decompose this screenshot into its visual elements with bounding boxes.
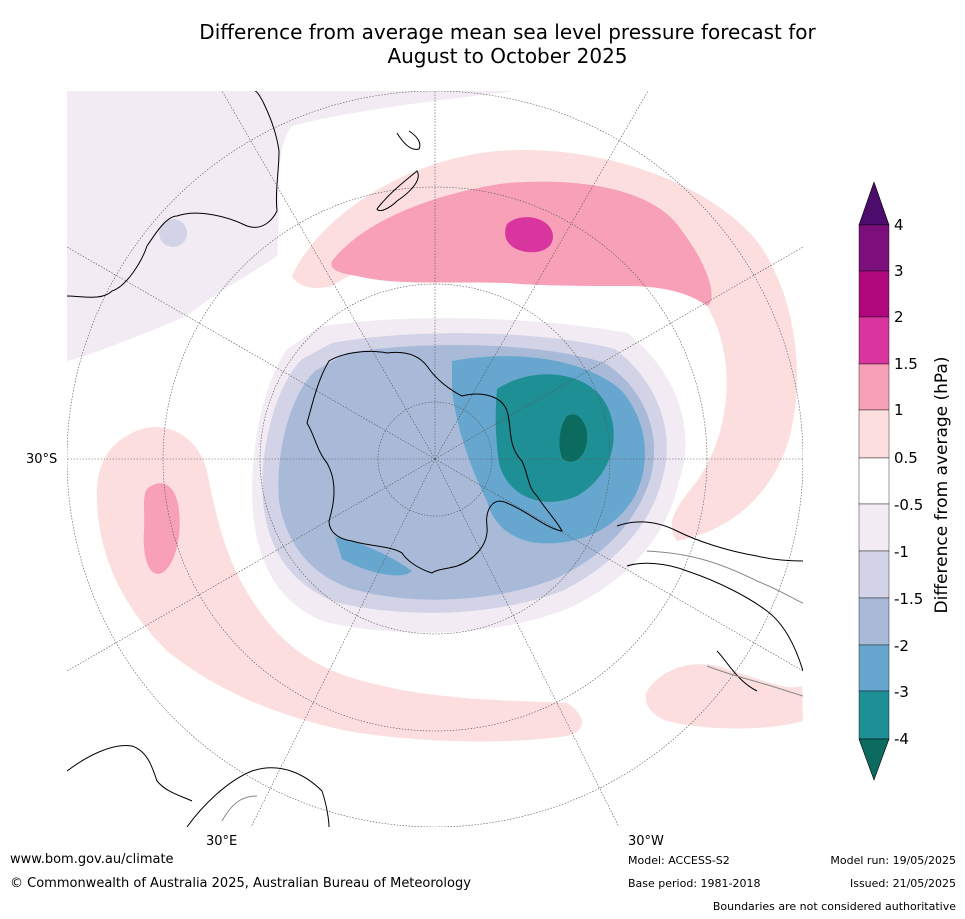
south-america-coast <box>616 521 803 692</box>
colorbar-tick: 1 <box>894 401 904 419</box>
colorbar-band-1.5-2 <box>858 316 890 365</box>
colorbar-band-neutral <box>858 457 890 505</box>
lon-label-30e: 30°E <box>206 834 238 849</box>
anomaly-lilac-small <box>159 219 187 247</box>
pressure-anomaly-map <box>67 91 803 827</box>
africa-coast <box>67 745 330 827</box>
colorbar <box>858 182 890 781</box>
country-borders <box>221 550 803 822</box>
colorbar-band-m3-m4 <box>858 690 890 740</box>
new-zealand-coast <box>376 130 421 212</box>
colorbar-band-m1-m1.5 <box>858 550 890 599</box>
anomaly-dark-teal <box>559 414 588 462</box>
lon-label-30w: 30°W <box>628 834 664 849</box>
issued-date: Issued: 21/05/2025 <box>849 877 956 890</box>
colorbar-tick: 4 <box>894 216 904 234</box>
colorbar-band-3-4 <box>858 224 890 272</box>
base-period: Base period: 1981-2018 <box>628 877 761 890</box>
graticule <box>67 91 803 827</box>
coastlines <box>67 91 803 827</box>
colorbar-title: Difference from average (hPa) <box>932 356 952 614</box>
colorbar-over-arrow <box>858 182 890 226</box>
colorbar-tick: 0.5 <box>894 449 918 467</box>
boundary-disclaimer: Boundaries are not considered authoritat… <box>712 900 956 913</box>
colorbar-tick: -2 <box>894 637 909 655</box>
anomaly-light-lavender-north <box>67 91 517 361</box>
anomaly-mid-blue-south <box>335 537 412 576</box>
lat-label-30s: 30°S <box>26 452 58 467</box>
anomaly-magenta <box>505 217 553 253</box>
anomaly-pink-west <box>143 483 180 574</box>
anomaly-pale-pink-west <box>96 427 582 742</box>
model-name: Model: ACCESS-S2 <box>628 854 730 867</box>
colorbar-band-m2-m3 <box>858 644 890 692</box>
colorbar-band-1-1.5 <box>858 363 890 411</box>
colorbar-tick: 3 <box>894 262 904 280</box>
colorbar-tick: -3 <box>894 683 909 701</box>
australia-coast <box>67 91 280 298</box>
anomaly-pale-pink-southeast <box>645 664 803 729</box>
colorbar-tick: -4 <box>894 730 909 748</box>
colorbar-band-2-3 <box>858 270 890 318</box>
colorbar-tick: 1.5 <box>894 355 918 373</box>
antarctica-coast <box>306 350 563 574</box>
chart-title: Difference from average mean sea level p… <box>100 20 915 68</box>
colorbar-tick: -1.5 <box>894 590 924 608</box>
colorbar-band-m0.5-m1 <box>858 503 890 552</box>
website-link[interactable]: www.bom.gov.au/climate <box>10 852 174 867</box>
colorbar-tick: -0.5 <box>894 496 924 514</box>
colorbar-under-arrow <box>858 738 890 781</box>
colorbar-band-0.5-1 <box>858 409 890 459</box>
model-run-date: Model run: 19/05/2025 <box>830 854 956 867</box>
colorbar-tick: 2 <box>894 308 904 326</box>
copyright-text: © Commonwealth of Australia 2025, Austra… <box>10 876 471 891</box>
colorbar-tick: -1 <box>894 543 909 561</box>
title-line-1: Difference from average mean sea level p… <box>199 20 816 44</box>
title-line-2: August to October 2025 <box>387 44 628 68</box>
colorbar-band-m1.5-m2 <box>858 597 890 646</box>
